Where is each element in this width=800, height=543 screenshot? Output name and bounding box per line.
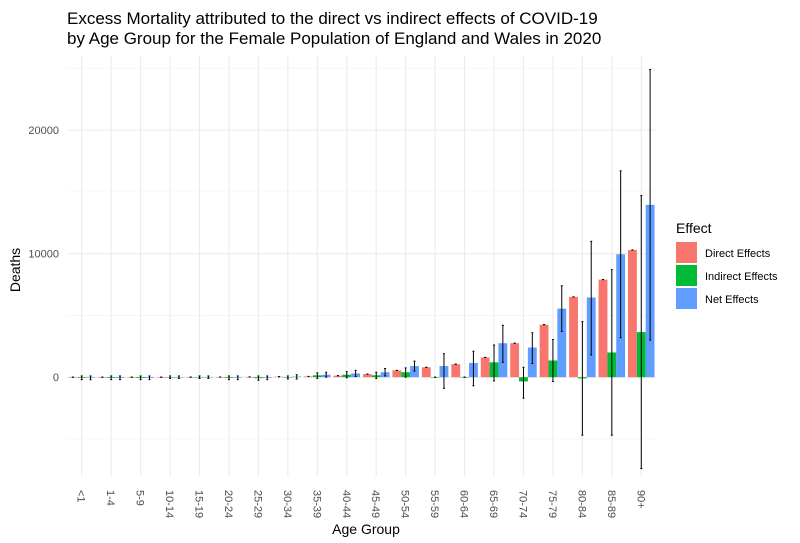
grid [67, 56, 656, 476]
error-bars [71, 69, 652, 470]
legend-items: Direct Effects Indirect Effects Net Effect… [676, 242, 778, 309]
x-tick-label: 35-39 [310, 490, 322, 518]
x-tick-label: 85-89 [605, 490, 617, 518]
bar [421, 367, 431, 378]
x-tick-label: 60-64 [458, 490, 470, 518]
x-tick-label: 1-4 [104, 490, 116, 506]
legend-label: Direct Effects [705, 248, 771, 260]
bar [628, 249, 637, 378]
bar [557, 308, 567, 378]
chart-title-line-2: by Age Group for the Female Population o… [67, 29, 601, 48]
x-tick-label: 50-54 [399, 490, 411, 518]
x-tick-label: 25-29 [251, 490, 263, 518]
x-tick-label: 15-19 [193, 490, 205, 518]
legend-swatch [676, 242, 697, 263]
y-tick-label: 20000 [28, 125, 59, 137]
x-tick-label: 10-14 [163, 490, 175, 518]
bar [569, 296, 578, 378]
bar [410, 366, 419, 378]
x-tick-label: 30-34 [281, 490, 293, 518]
x-tick-label: <1 [75, 490, 87, 503]
legend-title: Effect [676, 220, 712, 236]
bar [480, 357, 490, 378]
x-tick-label: 45-49 [369, 490, 381, 518]
y-axis-title: Deaths [7, 248, 23, 292]
x-tick-label: 5-9 [134, 490, 146, 506]
x-tick-label: 65-69 [487, 490, 499, 518]
legend-swatch [676, 288, 697, 309]
bar [510, 343, 520, 378]
x-tick-label: 20-24 [222, 490, 234, 518]
legend-label: Net Effects [705, 294, 759, 306]
legend: Effect Direct Effects Indirect Effects Net… [676, 220, 778, 309]
x-tick-label: 90+ [634, 490, 646, 509]
bar [392, 370, 402, 378]
bar [333, 375, 343, 378]
legend-label: Indirect Effects [705, 271, 778, 283]
y-tick-label: 0 [53, 372, 59, 384]
y-axis-ticks: 0 10000 20000 [28, 125, 59, 384]
x-axis-title: Age Group [332, 521, 400, 537]
legend-swatch [676, 265, 697, 286]
bar [598, 279, 608, 378]
x-axis-ticks: <1 1-4 5-9 10-14 15-19 20-24 25-29 30-34 35-39 40… [75, 490, 647, 518]
bar [362, 374, 372, 378]
chart-title-line-1: Excess Mortality attributed to the direc… [67, 9, 598, 28]
x-tick-label: 80-84 [575, 490, 587, 518]
x-tick-label: 55-59 [428, 490, 440, 518]
x-tick-label: 70-74 [516, 490, 528, 518]
bars [68, 204, 655, 382]
y-tick-label: 10000 [28, 249, 59, 261]
x-tick-label: 75-79 [546, 490, 558, 518]
bar [451, 364, 461, 378]
bar [539, 324, 549, 378]
x-tick-label: 40-44 [340, 490, 352, 518]
